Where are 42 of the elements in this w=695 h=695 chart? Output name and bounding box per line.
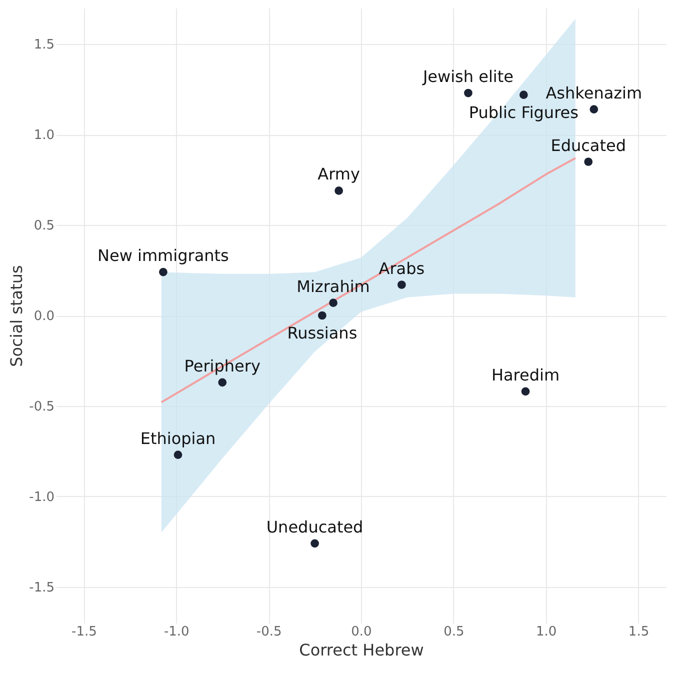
- x-tick-label: 0.0: [351, 624, 372, 640]
- point: [329, 298, 338, 308]
- x-tick-label: -0.5: [256, 624, 282, 640]
- point: [334, 186, 343, 195]
- y-tick-label: 0.0: [34, 309, 54, 324]
- y-tick-label: 1.0: [34, 128, 54, 144]
- annotation: Educated: [550, 136, 626, 155]
- x-tick-label: 0.5: [444, 624, 464, 640]
- annotation: New immigrants: [98, 246, 229, 266]
- annotation: Uneducated: [266, 517, 364, 536]
- point: [590, 105, 598, 114]
- point: [464, 88, 472, 98]
- x-axis-title: Correct Hebrew: [299, 640, 424, 660]
- x-tick-label: 1.5: [628, 624, 650, 640]
- y-tick-label: -1.0: [29, 490, 54, 505]
- y-tick-label: 0.5: [34, 218, 54, 234]
- x-tick-label: -1.5: [72, 624, 97, 640]
- y-axis-title: Social status: [7, 265, 26, 367]
- point: [521, 387, 530, 396]
- annotation: Haredim: [491, 365, 560, 384]
- annotation: Periphery: [184, 356, 260, 376]
- annotation: Ethiopian: [140, 428, 216, 448]
- point: [397, 280, 406, 289]
- y-tick-label: -0.5: [29, 399, 54, 414]
- y-tick-label: -1.5: [29, 580, 54, 596]
- annotation: Ashkenazim: [546, 83, 642, 102]
- annotation: Mizrahim: [296, 276, 370, 296]
- annotation: Public Figures: [468, 102, 578, 122]
- point: [519, 90, 528, 99]
- point: [174, 450, 182, 459]
- point: [584, 158, 593, 166]
- annotation: Jewish elite: [422, 67, 514, 86]
- point: [218, 378, 227, 387]
- point: [159, 268, 168, 276]
- x-tick-label: 1.0: [536, 624, 557, 640]
- x-tick-label: -1.0: [164, 624, 190, 640]
- point: [310, 539, 319, 548]
- point: [318, 311, 326, 320]
- annotation: Russians: [287, 324, 358, 342]
- annotation: Army: [318, 164, 360, 184]
- annotation: Arabs: [378, 258, 425, 278]
- y-tick-label: 1.5: [34, 38, 54, 53]
